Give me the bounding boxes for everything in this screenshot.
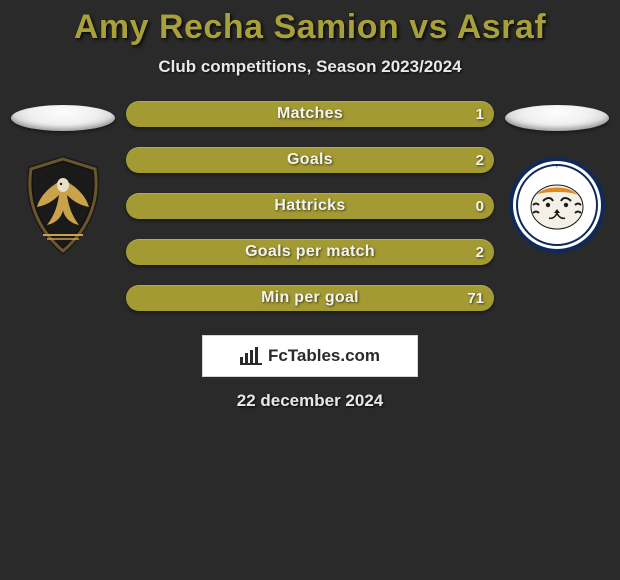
brand-badge[interactable]: FcTables.com: [202, 335, 418, 377]
stat-left-value: [136, 239, 176, 265]
stat-label: Hattricks: [274, 197, 345, 215]
stat-right-value: 2: [444, 147, 484, 173]
subtitle: Club competitions, Season 2023/2024: [0, 57, 620, 77]
right-puck: [505, 105, 609, 131]
stat-right-value: 1: [444, 101, 484, 127]
svg-text:·: ·: [556, 165, 558, 171]
stat-label: Min per goal: [261, 289, 359, 307]
right-crest: ·: [507, 155, 607, 255]
stat-label: Goals: [287, 151, 333, 169]
stat-bar-matches: Matches 1: [126, 101, 494, 127]
stat-left-value: [136, 147, 176, 173]
right-side: ·: [502, 105, 612, 255]
stat-right-value: 0: [444, 193, 484, 219]
stat-left-value: [136, 193, 176, 219]
shield-eagle-icon: [13, 155, 113, 255]
stat-bar-min-per-goal: Min per goal 71: [126, 285, 494, 311]
left-crest: [13, 155, 113, 255]
bar-chart-icon: [240, 347, 262, 365]
stat-bar-goals-per-match: Goals per match 2: [126, 239, 494, 265]
comparison-infographic: Amy Recha Samion vs Asraf Club competiti…: [0, 0, 620, 411]
stat-right-value: 71: [444, 285, 484, 311]
brand-text: FcTables.com: [268, 346, 380, 366]
stat-left-value: [136, 101, 176, 127]
date-label: 22 december 2024: [0, 391, 620, 411]
stat-bar-hattricks: Hattricks 0: [126, 193, 494, 219]
stat-right-value: 2: [444, 239, 484, 265]
stat-left-value: [136, 285, 176, 311]
stat-bar-goals: Goals 2: [126, 147, 494, 173]
stat-label: Goals per match: [245, 243, 375, 261]
comparison-body: Matches 1 Goals 2 Hattricks 0 Goals per …: [0, 105, 620, 311]
round-tiger-icon: ·: [507, 155, 607, 255]
stat-bars: Matches 1 Goals 2 Hattricks 0 Goals per …: [118, 101, 502, 311]
page-title: Amy Recha Samion vs Asraf: [0, 8, 620, 47]
left-side: [8, 105, 118, 255]
stat-label: Matches: [277, 105, 343, 123]
left-puck: [11, 105, 115, 131]
